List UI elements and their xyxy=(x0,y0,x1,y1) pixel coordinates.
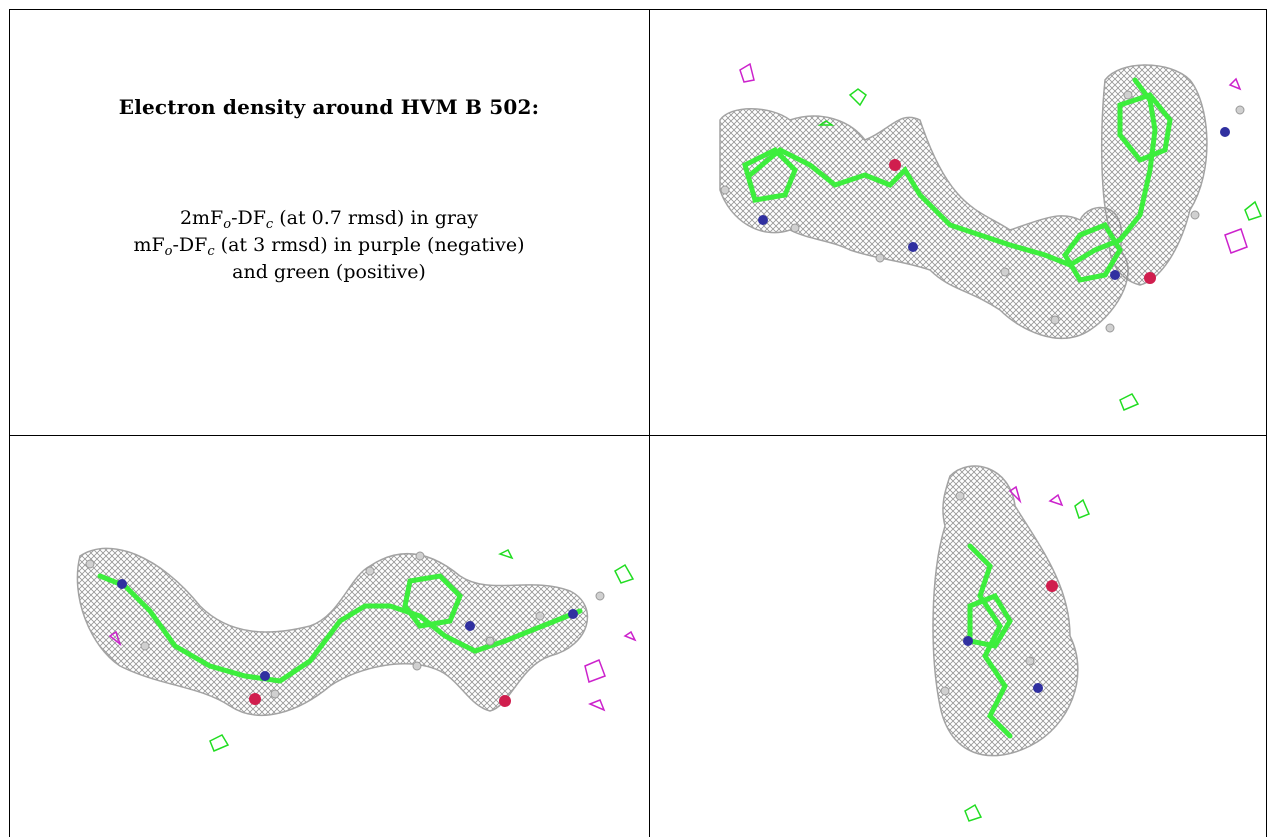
atom-spheres xyxy=(720,90,1245,333)
density-view-bottom-right xyxy=(650,436,1266,837)
caption-cell: Electron density around HVM B 502: 2mFo-… xyxy=(9,9,649,435)
rule-right xyxy=(1266,9,1267,837)
figure-table: Electron density around HVM B 502: 2mFo-… xyxy=(9,9,1267,837)
rule-middle xyxy=(649,9,650,837)
density-view-bottom-left xyxy=(10,436,649,837)
density-view-top-right xyxy=(650,10,1266,435)
caption-legend: 2mFo-DFc (at 0.7 rmsd) in gray mFo-DFc (… xyxy=(9,205,649,286)
ligand-model xyxy=(97,573,583,684)
difference-density-negative xyxy=(108,630,637,712)
legend-line-fofc: mFo-DFc (at 3 rmsd) in purple (negative) xyxy=(133,234,525,259)
ligand-model xyxy=(742,77,1173,283)
ligand-model xyxy=(967,543,1013,739)
hetero-atoms xyxy=(963,580,1058,693)
legend-line-2fofc: 2mFo-DFc (at 0.7 rmsd) in gray xyxy=(179,207,479,232)
rule-top xyxy=(9,9,1267,10)
legend-line-positive: and green (positive) xyxy=(232,261,426,283)
atom-spheres xyxy=(940,491,1035,696)
hetero-atoms xyxy=(117,579,578,707)
hetero-atoms xyxy=(758,127,1230,284)
rule-left xyxy=(9,9,10,837)
density-mesh xyxy=(719,64,1208,339)
difference-density-positive xyxy=(209,548,635,752)
rule-horizontal xyxy=(9,435,1267,436)
difference-density-positive xyxy=(817,88,1263,411)
difference-density-negative xyxy=(1008,485,1064,507)
caption-title: Electron density around HVM B 502: xyxy=(118,95,540,119)
atom-spheres xyxy=(85,551,605,699)
difference-density-positive xyxy=(964,498,1090,822)
difference-density-negative xyxy=(739,62,1248,254)
